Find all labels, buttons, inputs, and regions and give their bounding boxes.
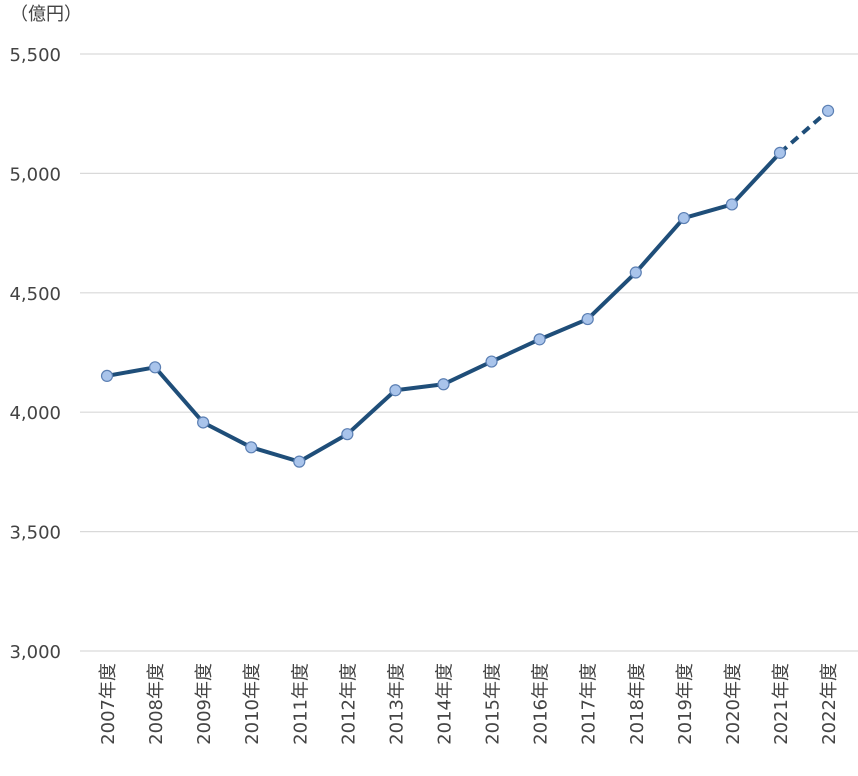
x-tick-label: 2018年度 bbox=[627, 663, 648, 745]
data-point bbox=[581, 312, 594, 326]
y-tick-label: 4,000 bbox=[9, 403, 61, 424]
x-tick-label: 2010年度 bbox=[242, 663, 263, 745]
series-points bbox=[100, 104, 835, 468]
data-point bbox=[821, 104, 835, 117]
gridlines bbox=[80, 53, 858, 652]
x-axis-ticks: 2007年度 2008年度 2009年度 2010年度 2011年度 2012年度 2013… bbox=[98, 663, 840, 745]
x-tick-label: 2022年度 bbox=[819, 663, 840, 745]
x-tick-label: 2009年度 bbox=[194, 663, 215, 745]
data-point bbox=[389, 384, 402, 397]
y-tick-label: 5,000 bbox=[9, 164, 61, 185]
x-tick-label: 2016年度 bbox=[531, 663, 552, 745]
x-tick-label: 2013年度 bbox=[386, 663, 407, 745]
y-tick-label: 3,000 bbox=[9, 642, 61, 663]
y-tick-label: 4,500 bbox=[9, 284, 61, 305]
series-line bbox=[105, 109, 830, 464]
data-point bbox=[485, 355, 498, 368]
data-point bbox=[677, 211, 690, 225]
data-point bbox=[197, 416, 210, 429]
x-tick-label: 2008年度 bbox=[146, 663, 167, 745]
y-tick-label: 3,500 bbox=[9, 523, 61, 544]
x-tick-label: 2007年度 bbox=[98, 663, 119, 745]
x-tick-label: 2015年度 bbox=[483, 663, 504, 745]
x-tick-label: 2012年度 bbox=[338, 663, 359, 745]
x-tick-label: 2011年度 bbox=[290, 663, 311, 745]
data-point bbox=[773, 146, 787, 159]
series-line-solid bbox=[105, 150, 782, 464]
data-point bbox=[245, 441, 258, 454]
data-point bbox=[341, 428, 354, 441]
x-tick-label: 2017年度 bbox=[579, 663, 600, 745]
y-axis-ticks: 3,000 3,500 4,000 4,500 5,000 5,500 bbox=[9, 45, 61, 663]
x-tick-label: 2020年度 bbox=[723, 663, 744, 745]
y-tick-label: 5,500 bbox=[9, 45, 61, 66]
series-line-dashed bbox=[778, 109, 830, 155]
data-point bbox=[148, 361, 162, 374]
y-axis-unit-label: （億円） bbox=[10, 4, 82, 25]
data-point bbox=[533, 333, 546, 346]
data-point bbox=[100, 369, 114, 383]
x-tick-label: 2021年度 bbox=[771, 663, 792, 745]
data-point bbox=[437, 378, 450, 391]
x-tick-label: 2019年度 bbox=[675, 663, 696, 745]
data-point bbox=[629, 266, 642, 279]
data-point bbox=[725, 198, 739, 211]
data-point bbox=[293, 455, 306, 468]
x-tick-label: 2014年度 bbox=[434, 663, 455, 745]
